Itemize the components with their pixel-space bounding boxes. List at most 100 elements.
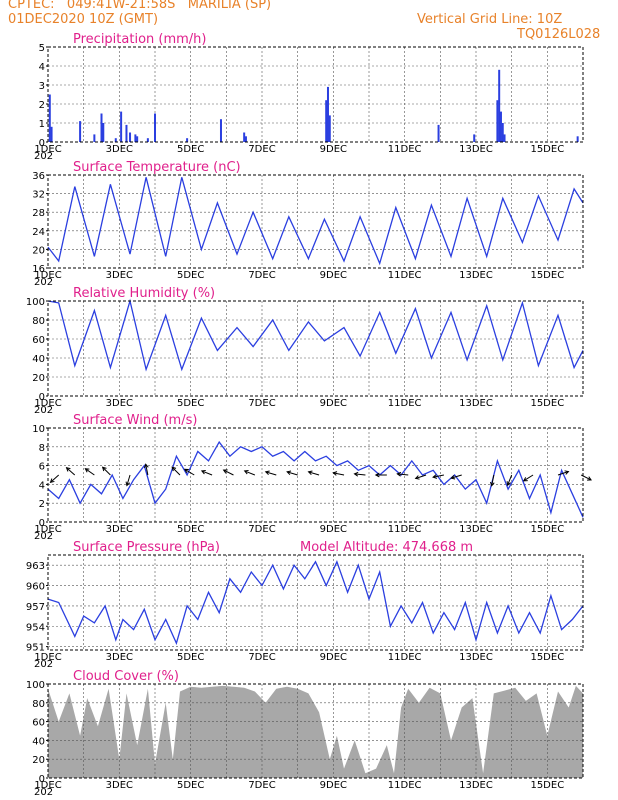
- cloud-cover-x-tick-label: 13DEC: [459, 780, 493, 791]
- wind-arrow-head: [450, 474, 456, 480]
- wind-y-tick-label: 10: [32, 424, 45, 435]
- header-run-code: TQ0126L028: [517, 27, 601, 42]
- wind-title: Surface Wind (m/s): [73, 413, 197, 428]
- wind-arrow: [145, 464, 149, 476]
- humidity-panel: 0 20 40 60 80 100 1DEC 3DEC 5DEC 7DEC 9DEC 11DEC 13D…: [26, 286, 584, 416]
- precip-bar: [114, 138, 117, 142]
- wind-arrow: [201, 470, 213, 476]
- precip-bar: [48, 94, 51, 142]
- precip-bar: [498, 69, 501, 142]
- wind-frame: [47, 427, 584, 523]
- cloud-cover-y-tick-label: 80: [32, 699, 45, 710]
- precip-bar: [503, 134, 506, 142]
- wind-arrow: [85, 468, 95, 476]
- wind-arrow-head: [101, 466, 107, 472]
- precip-bar: [325, 100, 328, 142]
- precip-bar: [129, 132, 132, 142]
- wind-arrow-head: [171, 466, 177, 472]
- cloud-cover-x-tick-label: 5DEC: [177, 780, 204, 791]
- pressure-x-tick-label: 13DEC: [459, 652, 493, 663]
- precip-bar: [154, 113, 156, 142]
- wind-arrow: [433, 474, 444, 478]
- wind-arrow-head: [200, 469, 206, 475]
- humidity-y-tick-label: 80: [32, 316, 45, 327]
- cloud-cover-y-tick-label: 100: [26, 680, 45, 691]
- humidity-frame: [47, 300, 584, 397]
- precip-bar: [437, 124, 440, 142]
- precip-bar: [50, 126, 53, 142]
- wind-arrow-head: [587, 476, 592, 481]
- precipitation-y-tick-label: 1: [39, 119, 45, 130]
- precipitation-x-tick-label: 5DEC: [177, 144, 204, 155]
- precip-bar: [100, 113, 103, 142]
- wind-arrow-head: [332, 471, 338, 476]
- humidity-x-tick-label: 1DEC: [34, 398, 61, 409]
- wind-arrow: [333, 472, 345, 476]
- precip-bar: [328, 115, 331, 142]
- wind-x-tick-label: 3DEC: [106, 524, 133, 535]
- precipitation-y-tick-label: 5: [39, 43, 45, 54]
- precipitation-y-tick-label: 4: [39, 62, 45, 73]
- precip-bar: [146, 138, 149, 142]
- wind-y-tick-label: 2: [39, 499, 45, 510]
- temperature-y-tick-label: 16: [32, 264, 45, 275]
- precip-bar: [102, 123, 105, 142]
- humidity-x-tick-label: 5DEC: [177, 398, 204, 409]
- temperature-title: Surface Temperature (nC): [73, 160, 241, 175]
- wind-arrow-head: [125, 481, 131, 487]
- cloud-cover-y-tick-label: 20: [32, 755, 45, 766]
- wind-arrow-head: [490, 481, 495, 487]
- humidity-title: Relative Humidity (%): [73, 286, 215, 301]
- precip-bar: [473, 134, 476, 142]
- wind-arrow: [308, 471, 320, 476]
- humidity-y-tick-label: 40: [32, 354, 45, 365]
- temperature-x-tick-label: 13DEC: [459, 270, 493, 281]
- cloud-cover-x-tick-label: 9DEC: [320, 780, 347, 791]
- humidity-year-label: 202: [34, 405, 53, 416]
- precipitation-x-tick-label: 13DEC: [459, 144, 493, 155]
- cloud-cover-y-tick-label: 60: [32, 718, 45, 729]
- precip-bar: [326, 86, 329, 142]
- precipitation-year-label: 202: [34, 151, 53, 162]
- wind-arrow-head: [183, 468, 189, 474]
- wind-x-tick-label: 1DEC: [34, 524, 61, 535]
- precipitation-x-tick-label: 7DEC: [248, 144, 275, 155]
- wind-y-tick-label: 8: [39, 443, 45, 454]
- humidity-x-tick-label: 13DEC: [459, 398, 493, 409]
- pressure-title: Surface Pressure (hPa): [73, 540, 220, 555]
- wind-arrow-head: [286, 470, 292, 476]
- wind-arrow-head: [432, 474, 438, 479]
- wind-arrow-head: [506, 481, 511, 487]
- precipitation-frame: [47, 46, 584, 143]
- precip-bar: [576, 136, 579, 142]
- temperature-x-tick-label: 1DEC: [34, 270, 61, 281]
- wind-arrow-head: [65, 466, 71, 472]
- precipitation-x-tick-label: 15DEC: [530, 144, 564, 155]
- wind-arrow: [265, 471, 277, 476]
- wind-arrow: [50, 474, 60, 483]
- humidity-line: [47, 298, 584, 372]
- humidity-y-tick-label: 60: [32, 335, 45, 346]
- wind-arrow: [557, 471, 569, 476]
- wind-arrow: [244, 470, 256, 476]
- precip-bar: [125, 124, 128, 142]
- cloud-cover-title: Cloud Cover (%): [73, 669, 179, 684]
- precipitation-title: Precipitation (mm/h): [73, 32, 206, 47]
- wind-arrow-head: [144, 463, 149, 469]
- precipitation-panel: 0 1 2 3 4 5 1DEC 3DEC 5DEC 7DEC 9DEC 11DEC 13DEC 15DE…: [34, 32, 584, 162]
- wind-panel: 0 2 4 6 8 10 1DEC 3DEC 5DEC 7DEC 9DEC 11DEC 13DEC 15D…: [32, 413, 592, 542]
- cloud-cover-year-label: 202: [34, 787, 53, 798]
- wind-y-tick-label: 6: [39, 462, 45, 473]
- pressure-x-tick-label: 3DEC: [106, 652, 133, 663]
- humidity-x-tick-label: 3DEC: [106, 398, 133, 409]
- humidity-y-tick-label: 100: [26, 297, 45, 308]
- temperature-frame: [47, 174, 584, 269]
- wind-x-tick-label: 13DEC: [459, 524, 493, 535]
- pressure-y-tick-label: 957: [26, 602, 45, 613]
- pressure-x-tick-label: 11DEC: [388, 652, 422, 663]
- wind-arrow-head: [396, 471, 402, 477]
- pressure-x-tick-label: 1DEC: [34, 652, 61, 663]
- pressure-subtitle: Model Altitude: 474.668 m: [300, 540, 473, 555]
- precip-bar: [93, 134, 96, 142]
- wind-arrow-head: [353, 471, 359, 477]
